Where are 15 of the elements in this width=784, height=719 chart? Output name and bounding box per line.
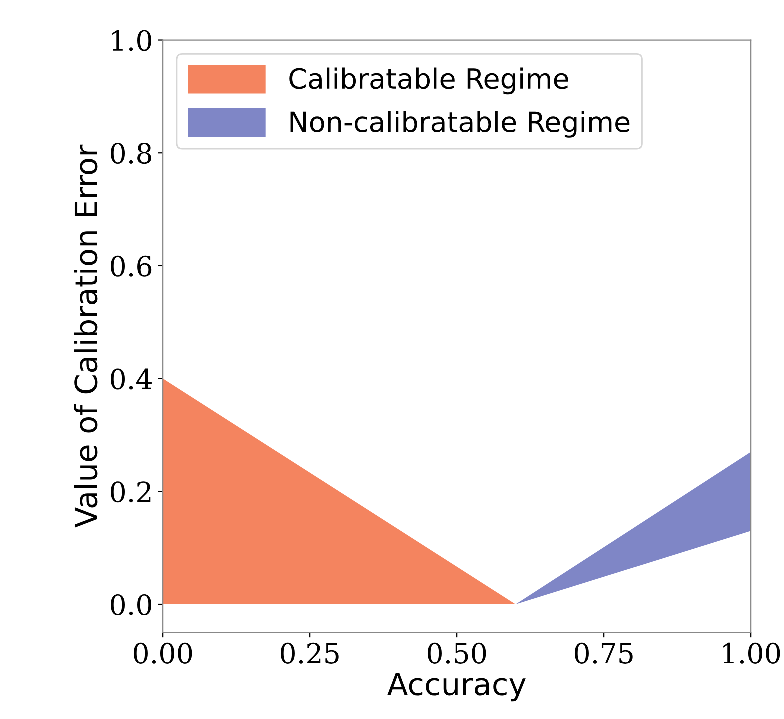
- y-tick-label: 0.8: [111, 143, 152, 164]
- y-tick-label: 1.0: [112, 30, 152, 52]
- x-tick-label: 0.25: [280, 642, 339, 664]
- y-tick-label: 0.2: [111, 482, 151, 503]
- legend-label: Calibratable Regime: [290, 68, 568, 95]
- x-tick-label: 1.00: [724, 642, 780, 664]
- y-axis-title: Value of Calibration Error: [74, 144, 98, 528]
- y-tick-label: 0.6: [111, 256, 152, 277]
- x-tick-label: 0.00: [134, 642, 192, 664]
- x-tick-label: 0.50: [428, 642, 486, 664]
- y-tick-label: 0.4: [111, 368, 152, 390]
- legend-label: Non-calibratable Regime: [290, 111, 630, 138]
- x-tick-label: 0.75: [574, 642, 633, 664]
- y-tick-label: 0.0: [111, 594, 152, 616]
- x-axis-title: Accuracy: [388, 673, 526, 702]
